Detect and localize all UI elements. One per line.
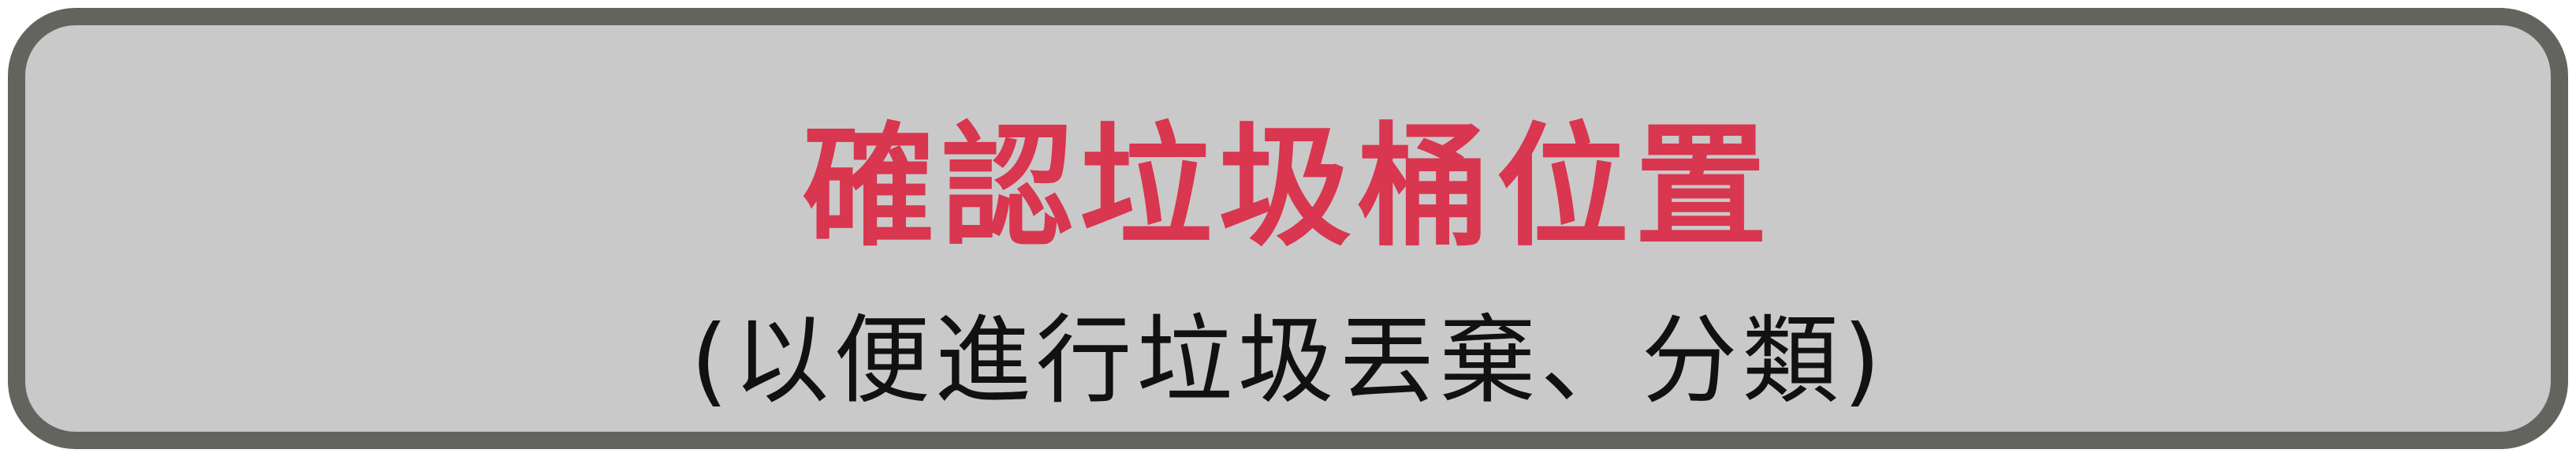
- banner-title: 確認垃圾桶位置: [802, 110, 1774, 264]
- banner-subtitle: (以便進行垃圾丟棄、分類): [690, 305, 1886, 417]
- instruction-banner: 確認垃圾桶位置 (以便進行垃圾丟棄、分類): [8, 8, 2568, 449]
